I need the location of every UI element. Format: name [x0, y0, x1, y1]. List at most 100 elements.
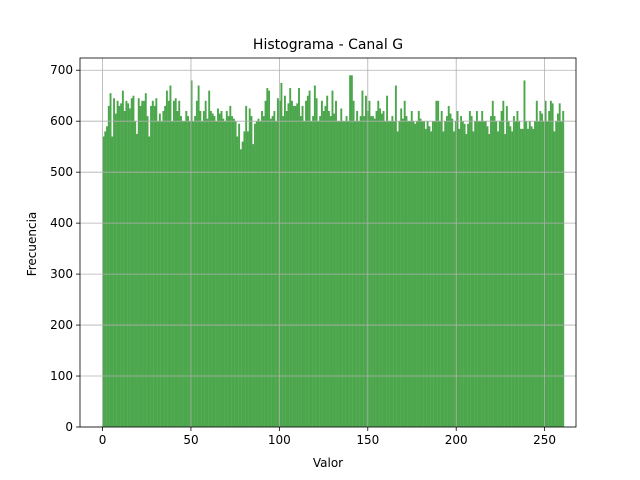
histogram-bar — [231, 116, 234, 427]
histogram-bar — [141, 100, 144, 427]
y-tick-label: 300 — [50, 267, 73, 281]
histogram-bar — [361, 90, 364, 428]
histogram-bar — [394, 85, 397, 428]
histogram-bar — [335, 100, 337, 427]
histogram-bar — [324, 105, 327, 427]
histogram-bar — [107, 105, 110, 427]
histogram-bar — [481, 111, 484, 427]
histogram-bar — [104, 131, 107, 427]
histogram-bar — [558, 103, 561, 428]
histogram-bar — [121, 90, 124, 428]
x-axis: 0 50 100 150 200 250 — [99, 427, 556, 447]
histogram-bar — [333, 113, 336, 428]
histogram-bar — [167, 100, 170, 427]
histogram-bar — [292, 105, 295, 427]
histogram-bar — [465, 133, 468, 427]
histogram-bar — [345, 116, 348, 427]
histogram-bar — [153, 105, 156, 427]
histogram-bar — [410, 111, 413, 427]
histogram-bar — [151, 100, 154, 427]
histogram-bar — [486, 126, 489, 428]
histogram-bar — [227, 116, 230, 427]
histogram-bar — [148, 136, 151, 428]
y-tick-label: 100 — [50, 369, 73, 383]
histogram-bar — [511, 131, 514, 427]
histogram-bar — [271, 116, 274, 427]
histogram-bar — [435, 100, 438, 427]
histogram-bar — [467, 123, 470, 427]
y-tick-label: 500 — [50, 165, 73, 179]
histogram-bar — [359, 116, 362, 427]
histogram-bar — [187, 116, 189, 427]
histogram-bar — [114, 113, 117, 428]
plot-area — [102, 75, 565, 428]
histogram-bar — [403, 100, 406, 427]
histogram-bar — [372, 116, 374, 427]
histogram-bar — [430, 131, 433, 427]
histogram-bar — [428, 126, 431, 428]
histogram-bar — [502, 100, 505, 427]
histogram-bar — [287, 103, 290, 428]
histogram-bar — [150, 105, 153, 427]
histogram-bar — [453, 131, 455, 427]
histogram-bar — [308, 90, 311, 428]
histogram-bar — [447, 105, 450, 427]
histogram-bar — [208, 90, 211, 428]
histogram-bar — [305, 100, 308, 427]
histogram-bar — [456, 111, 459, 427]
histogram-bar — [299, 116, 302, 427]
histogram-bar — [521, 128, 524, 427]
histogram-bar — [282, 116, 285, 427]
histogram-bar — [143, 100, 145, 427]
y-tick-label: 0 — [65, 420, 73, 434]
histogram-bar — [162, 111, 165, 427]
histogram-bar — [470, 116, 473, 427]
histogram-bar — [386, 95, 389, 427]
histogram-bar — [442, 131, 445, 427]
histogram-bar — [472, 131, 475, 427]
histogram-bar — [195, 100, 198, 427]
histogram-bar — [276, 98, 279, 427]
histogram-bar — [273, 111, 276, 427]
histogram-bar — [329, 116, 332, 427]
y-tick-label: 700 — [50, 63, 73, 77]
histogram-bar — [377, 100, 380, 427]
histogram-bar — [204, 100, 207, 427]
histogram-bar — [243, 131, 246, 427]
histogram-bar — [500, 111, 503, 427]
histogram-bar — [109, 93, 112, 428]
histogram-bar — [509, 126, 512, 428]
histogram-bar — [120, 103, 123, 428]
histogram-bar — [209, 111, 212, 427]
axes-frame — [79, 57, 577, 428]
histogram-bar — [248, 108, 251, 428]
histogram-bar — [401, 118, 404, 428]
histogram-bar — [199, 111, 202, 427]
histogram-bar — [254, 123, 256, 427]
histogram-bar — [180, 116, 182, 427]
x-tick-label: 250 — [533, 433, 556, 447]
histogram-bar — [532, 128, 535, 427]
histogram-bar — [280, 82, 283, 427]
histogram-bar — [363, 116, 366, 427]
histogram-bar — [463, 123, 466, 427]
histogram-bar — [516, 111, 519, 427]
histogram-bar — [315, 98, 318, 427]
histogram-bar — [137, 98, 140, 427]
histogram-bar — [551, 103, 554, 428]
histogram-bar — [202, 111, 205, 427]
y-tick-label: 600 — [50, 114, 73, 128]
histogram-bar — [158, 113, 161, 428]
chart-title: Histograma - Canal G — [253, 37, 403, 53]
x-axis-label: Valor — [313, 456, 343, 470]
histogram-bar — [364, 95, 367, 427]
histogram-bar — [197, 85, 200, 428]
histogram-bar — [491, 100, 494, 427]
histogram-bar — [301, 105, 304, 427]
histogram-bar — [306, 95, 309, 427]
histogram-bar — [139, 105, 142, 427]
histogram-bar — [352, 100, 355, 427]
histogram-bar — [125, 100, 128, 427]
histogram-bar — [225, 111, 228, 427]
histogram-bar — [111, 136, 114, 428]
